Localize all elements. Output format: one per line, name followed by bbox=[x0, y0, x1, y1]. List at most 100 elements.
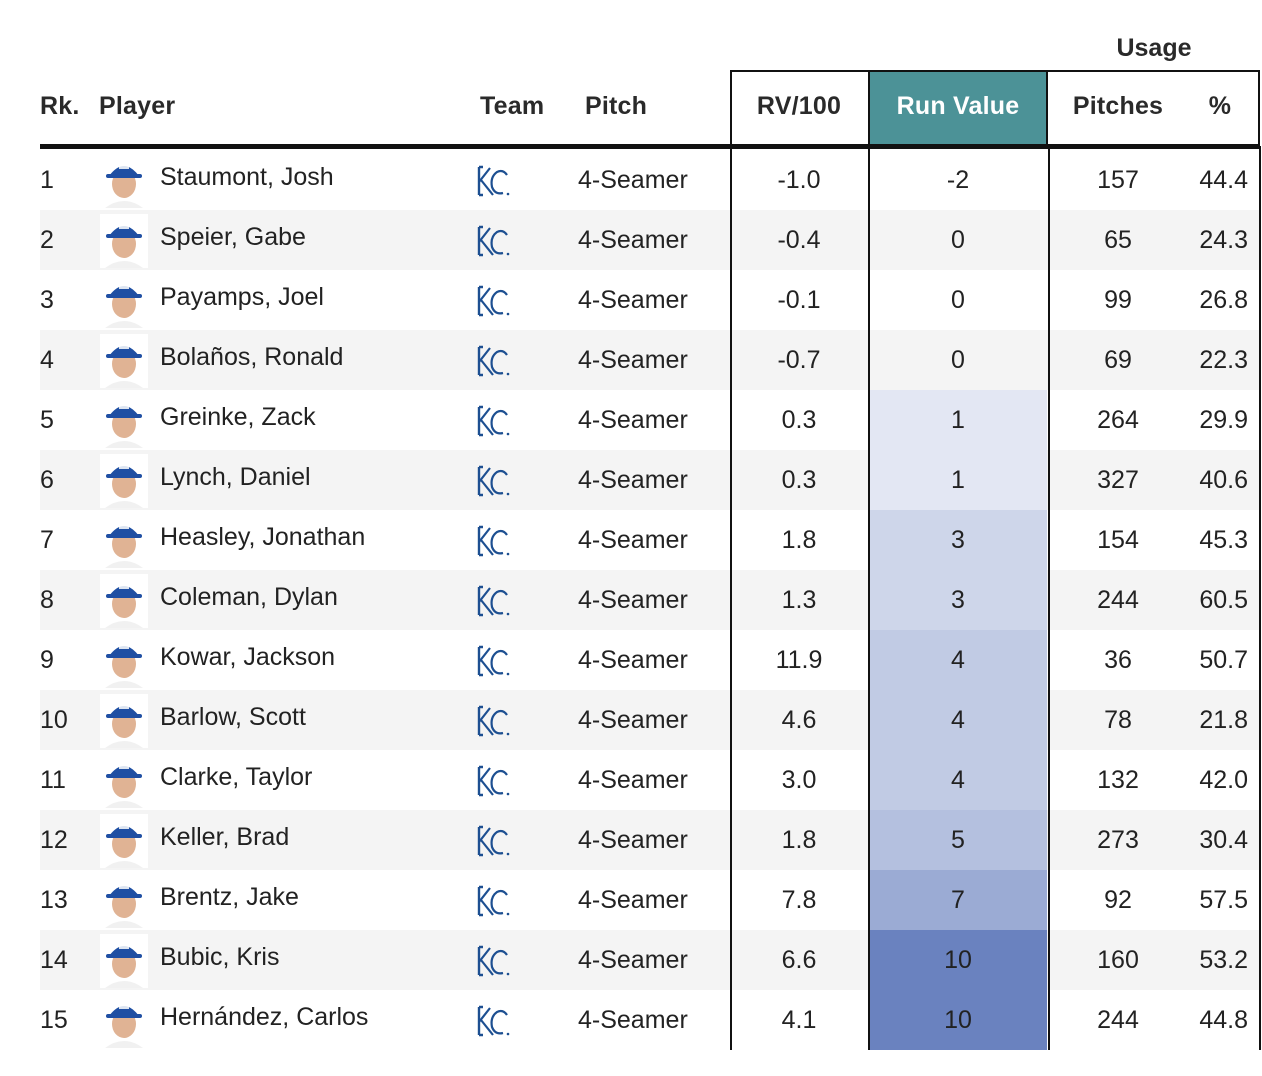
player-name[interactable]: Hernández, Carlos bbox=[160, 1003, 369, 1031]
rank-cell: 3 bbox=[40, 286, 54, 314]
run-value-value: 10 bbox=[944, 1006, 972, 1034]
player-name[interactable]: Keller, Brad bbox=[160, 823, 290, 851]
rv100-header-frame bbox=[730, 70, 868, 146]
rv100-header[interactable]: RV/100 bbox=[756, 92, 842, 120]
pct-value: 44.8 bbox=[1199, 1006, 1248, 1034]
pitch-type: 4-Seamer bbox=[578, 646, 688, 674]
rv100-value: 4.1 bbox=[781, 1006, 817, 1034]
player-name[interactable]: Greinke, Zack bbox=[160, 403, 316, 431]
player-name[interactable]: Barlow, Scott bbox=[160, 703, 306, 731]
player-name[interactable]: Bolaños, Ronald bbox=[160, 343, 344, 371]
rv100-value: 4.6 bbox=[781, 706, 817, 734]
run-value-heat-fill bbox=[869, 930, 1047, 990]
kc-royals-logo bbox=[477, 525, 510, 557]
pitches-value: 99 bbox=[1104, 286, 1132, 314]
player-headshot-icon bbox=[100, 454, 148, 508]
rank-cell: 6 bbox=[40, 466, 54, 494]
player-headshot-icon bbox=[100, 814, 148, 868]
table-row[interactable]: 13 Brentz, Jake 4-Seamer 7.8 7 92 57.5 bbox=[40, 870, 1260, 930]
player-headshot-icon bbox=[100, 574, 148, 628]
rank-cell: 10 bbox=[40, 706, 68, 734]
kc-royals-logo bbox=[477, 405, 510, 437]
kc-royals-logo bbox=[477, 645, 510, 677]
table-row[interactable]: 7 Heasley, Jonathan 4-Seamer 1.8 3 154 4… bbox=[40, 510, 1260, 570]
pct-value: 26.8 bbox=[1199, 286, 1248, 314]
rank-cell: 1 bbox=[40, 166, 54, 194]
run-value-heat-fill bbox=[869, 510, 1047, 570]
player-header[interactable]: Player bbox=[99, 92, 176, 120]
table-row[interactable]: 5 Greinke, Zack 4-Seamer 0.3 1 264 29.9 bbox=[40, 390, 1260, 450]
pitch-type: 4-Seamer bbox=[578, 886, 688, 914]
table-row[interactable]: 14 Bubic, Kris 4-Seamer 6.6 10 160 53.2 bbox=[40, 930, 1260, 990]
table-row[interactable]: 8 Coleman, Dylan 4-Seamer 1.3 3 244 60.5 bbox=[40, 570, 1260, 630]
player-name[interactable]: Speier, Gabe bbox=[160, 223, 306, 251]
pitches-value: 69 bbox=[1104, 346, 1132, 374]
team-header[interactable]: Team bbox=[480, 92, 545, 120]
player-name[interactable]: Lynch, Daniel bbox=[160, 463, 311, 491]
pitch-header[interactable]: Pitch bbox=[585, 92, 648, 120]
player-name[interactable]: Heasley, Jonathan bbox=[160, 523, 366, 551]
player-name[interactable]: Bubic, Kris bbox=[160, 943, 280, 971]
pitch-type: 4-Seamer bbox=[578, 526, 688, 554]
rv100-value: 1.8 bbox=[781, 826, 817, 854]
player-headshot-icon bbox=[100, 934, 148, 988]
kc-royals-logo bbox=[477, 705, 510, 737]
player-name[interactable]: Staumont, Josh bbox=[160, 163, 334, 191]
player-headshot-icon bbox=[100, 514, 148, 568]
table-row[interactable]: 6 Lynch, Daniel 4-Seamer 0.3 1 327 40.6 bbox=[40, 450, 1260, 510]
pitch-type: 4-Seamer bbox=[578, 166, 688, 194]
rank-cell: 2 bbox=[40, 226, 54, 254]
pitch-type: 4-Seamer bbox=[578, 766, 688, 794]
rv100-value: 0.3 bbox=[781, 406, 817, 434]
run-value-value: 7 bbox=[951, 886, 965, 914]
player-name[interactable]: Clarke, Taylor bbox=[160, 763, 313, 791]
kc-royals-logo bbox=[477, 945, 510, 977]
pitch-type: 4-Seamer bbox=[578, 346, 688, 374]
pitch-type: 4-Seamer bbox=[578, 406, 688, 434]
rank-header[interactable]: Rk. bbox=[40, 92, 80, 120]
table-row[interactable]: 9 Kowar, Jackson 4-Seamer 11.9 4 36 50.7 bbox=[40, 630, 1260, 690]
run-value-heat-fill bbox=[869, 450, 1047, 510]
pct-header[interactable]: % bbox=[1208, 92, 1232, 120]
player-name[interactable]: Payamps, Joel bbox=[160, 283, 324, 311]
run-value-right-border bbox=[1048, 146, 1050, 1050]
table-row[interactable]: 4 Bolaños, Ronald 4-Seamer -0.7 0 69 22.… bbox=[40, 330, 1260, 390]
pitch-type: 4-Seamer bbox=[578, 826, 688, 854]
usage-group-header: Usage bbox=[1116, 34, 1192, 62]
pitches-value: 65 bbox=[1104, 226, 1132, 254]
table-row[interactable]: 3 Payamps, Joel 4-Seamer -0.1 0 99 26.8 bbox=[40, 270, 1260, 330]
player-name[interactable]: Coleman, Dylan bbox=[160, 583, 338, 611]
rv100-value: -0.4 bbox=[777, 226, 821, 254]
player-headshot-icon bbox=[100, 994, 148, 1048]
run-value-heat-fill bbox=[869, 870, 1047, 930]
pct-value: 22.3 bbox=[1199, 346, 1248, 374]
player-name[interactable]: Kowar, Jackson bbox=[160, 643, 336, 671]
run-value-value: 3 bbox=[951, 526, 965, 554]
rv100-value: 0.3 bbox=[781, 466, 817, 494]
kc-royals-logo bbox=[477, 1005, 510, 1037]
table-row[interactable]: 1 Staumont, Josh 4-Seamer -1.0 -2 157 44… bbox=[40, 150, 1260, 210]
kc-royals-logo bbox=[477, 285, 510, 317]
run-value-header[interactable]: Run Value bbox=[896, 92, 1020, 120]
table-row[interactable]: 11 Clarke, Taylor 4-Seamer 3.0 4 132 42.… bbox=[40, 750, 1260, 810]
table-row[interactable]: 15 Hernández, Carlos 4-Seamer 4.1 10 244… bbox=[40, 990, 1260, 1050]
table-row[interactable]: 2 Speier, Gabe 4-Seamer -0.4 0 65 24.3 bbox=[40, 210, 1260, 270]
pitches-value: 327 bbox=[1097, 466, 1139, 494]
rv100-value: 7.8 bbox=[781, 886, 817, 914]
pitches-value: 92 bbox=[1104, 886, 1132, 914]
header-divider bbox=[40, 144, 1260, 149]
table-row[interactable]: 12 Keller, Brad 4-Seamer 1.8 5 273 30.4 bbox=[40, 810, 1260, 870]
player-headshot-icon bbox=[100, 334, 148, 388]
kc-royals-logo bbox=[477, 825, 510, 857]
rv100-value: -1.0 bbox=[777, 166, 821, 194]
table-row[interactable]: 10 Barlow, Scott 4-Seamer 4.6 4 78 21.8 bbox=[40, 690, 1260, 750]
rv100-value: -0.7 bbox=[777, 346, 821, 374]
pitches-header[interactable]: Pitches bbox=[1072, 92, 1164, 120]
run-value-heat-fill bbox=[869, 990, 1047, 1050]
pitch-type: 4-Seamer bbox=[578, 706, 688, 734]
run-value-heat-fill bbox=[869, 390, 1047, 450]
rv100-value: -0.1 bbox=[777, 286, 821, 314]
player-name[interactable]: Brentz, Jake bbox=[160, 883, 299, 911]
run-value-value: -2 bbox=[946, 166, 970, 194]
